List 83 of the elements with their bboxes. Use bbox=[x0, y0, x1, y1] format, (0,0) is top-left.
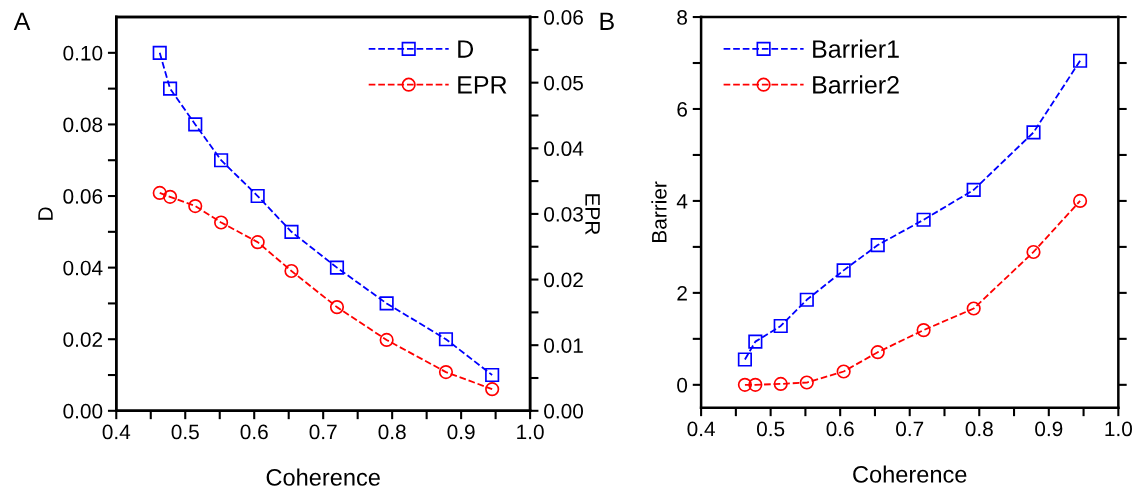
point bbox=[379, 296, 394, 311]
x-tick-label: 0.9 bbox=[447, 424, 475, 440]
y2-tick-label: 0.02 bbox=[544, 272, 583, 288]
point bbox=[438, 332, 454, 347]
x-tick-label: 0.8 bbox=[378, 424, 406, 440]
x-tick-label: 0.9 bbox=[1035, 421, 1063, 437]
point bbox=[836, 263, 851, 278]
x-tick-label: 0.6 bbox=[826, 421, 854, 437]
y-axis-title: Barrier bbox=[651, 181, 667, 242]
point bbox=[916, 212, 931, 227]
x-tick-label: 0.8 bbox=[965, 421, 993, 437]
point bbox=[379, 332, 394, 348]
point bbox=[1073, 53, 1088, 68]
x-tick-label: 1.0 bbox=[1105, 421, 1133, 437]
legend-label: Barrier2 bbox=[813, 75, 899, 94]
text: B bbox=[600, 12, 614, 30]
point bbox=[188, 198, 203, 214]
x-tick-label: 0.4 bbox=[687, 421, 715, 437]
x-tick-label: 1.0 bbox=[517, 424, 544, 440]
point bbox=[188, 117, 203, 132]
point bbox=[250, 235, 265, 250]
y-tick-label: 0.10 bbox=[63, 45, 103, 61]
y-tick-label: 0.04 bbox=[63, 260, 103, 276]
y2-tick-label: 0.00 bbox=[544, 403, 584, 419]
y-tick-label: 6 bbox=[677, 101, 687, 117]
y-tick-label: 0.00 bbox=[63, 403, 103, 419]
point bbox=[152, 185, 167, 201]
y-tick-label: 8 bbox=[677, 10, 687, 25]
x-tick-label: 0.5 bbox=[756, 421, 785, 437]
y-tick-label: 0 bbox=[677, 377, 688, 393]
y-tick-label: 2 bbox=[677, 285, 687, 301]
y2-tick-label: 0.04 bbox=[544, 141, 584, 157]
point bbox=[1073, 193, 1088, 209]
y2-axis-title: EPR bbox=[585, 194, 600, 235]
x-tick-label: 0.6 bbox=[240, 424, 268, 440]
text: A bbox=[13, 12, 31, 30]
point bbox=[737, 352, 752, 367]
x-tick-label: 0.7 bbox=[309, 424, 337, 440]
y-tick-label: 0.02 bbox=[63, 332, 103, 347]
legend-label: D bbox=[458, 40, 474, 58]
point bbox=[836, 364, 851, 379]
x-tick-label: 0.4 bbox=[102, 424, 131, 440]
point bbox=[916, 323, 931, 338]
point bbox=[250, 188, 265, 204]
point bbox=[284, 263, 299, 279]
point bbox=[214, 215, 229, 230]
point bbox=[329, 300, 345, 315]
point bbox=[748, 334, 763, 349]
point bbox=[773, 376, 788, 391]
y-tick-label: 0.08 bbox=[63, 117, 103, 133]
y-tick-label: 0.06 bbox=[63, 189, 103, 204]
y2-tick-label: 0.01 bbox=[544, 338, 583, 353]
x-tick-label: 0.7 bbox=[896, 421, 924, 437]
point bbox=[284, 224, 299, 239]
x-axis-title: Coherence bbox=[853, 465, 967, 483]
point bbox=[1026, 125, 1041, 140]
point bbox=[737, 377, 752, 392]
point bbox=[748, 377, 763, 392]
point bbox=[966, 182, 981, 197]
point bbox=[799, 292, 814, 307]
point bbox=[438, 365, 454, 380]
point bbox=[485, 382, 500, 397]
point bbox=[485, 367, 500, 383]
point bbox=[162, 81, 178, 96]
y2-tick-label: 0.05 bbox=[544, 75, 583, 91]
legend-label: EPR bbox=[458, 76, 507, 94]
point bbox=[329, 260, 345, 275]
point bbox=[870, 237, 885, 253]
point bbox=[773, 318, 788, 334]
y2-tick-label: 0.03 bbox=[544, 206, 583, 222]
x-tick-label: 0.5 bbox=[171, 424, 199, 440]
point bbox=[214, 153, 229, 168]
y-axis-title: D bbox=[38, 207, 53, 220]
x-axis-title: Coherence bbox=[266, 468, 380, 486]
point bbox=[1026, 244, 1041, 260]
point bbox=[152, 45, 167, 60]
point bbox=[870, 345, 885, 360]
point bbox=[162, 189, 178, 204]
y-tick-label: 4 bbox=[676, 194, 688, 209]
point bbox=[799, 375, 814, 390]
point bbox=[966, 301, 981, 316]
y2-tick-label: 0.06 bbox=[544, 10, 583, 25]
legend-label: Barrier1 bbox=[813, 39, 899, 58]
